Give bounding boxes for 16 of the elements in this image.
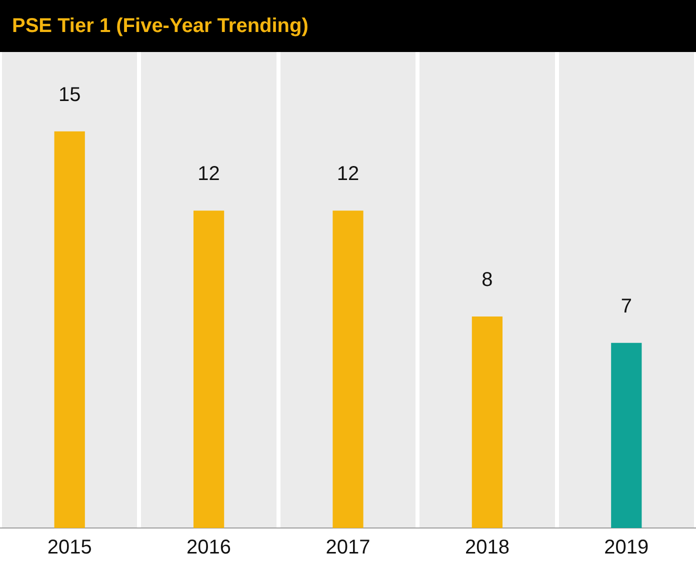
chart-title: PSE Tier 1 (Five-Year Trending) <box>0 0 696 52</box>
data-label: 12 <box>198 163 220 186</box>
data-label: 7 <box>620 295 632 318</box>
bar <box>611 342 642 528</box>
bar <box>472 316 503 528</box>
x-tick-label: 2017 <box>326 536 370 559</box>
x-tick-label: 2019 <box>604 536 649 559</box>
data-label: 12 <box>336 163 360 186</box>
x-tick-label: 2016 <box>186 536 232 559</box>
bar <box>54 131 85 528</box>
data-label: 15 <box>58 84 81 106</box>
x-tick-label: 2015 <box>47 536 92 559</box>
bar <box>193 210 224 528</box>
x-tick-label: 2018 <box>464 536 510 559</box>
data-label: 8 <box>482 268 493 291</box>
bar <box>332 210 364 528</box>
